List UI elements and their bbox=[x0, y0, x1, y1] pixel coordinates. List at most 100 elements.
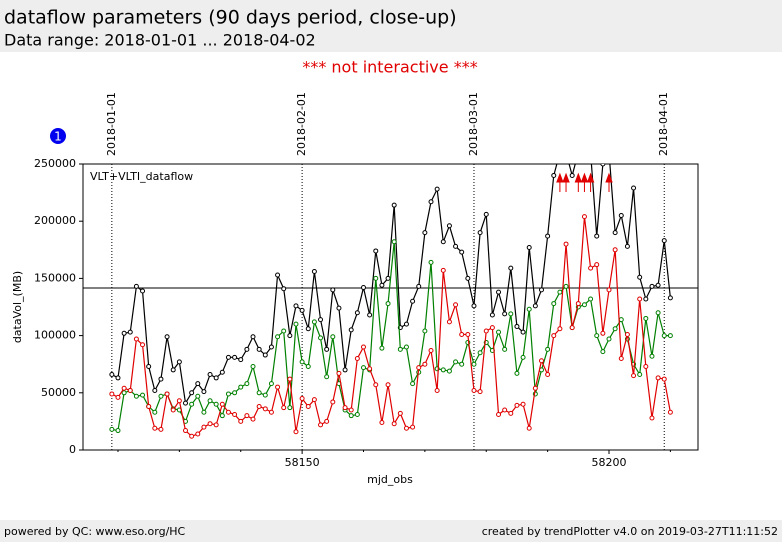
data-point bbox=[403, 321, 409, 327]
data-point bbox=[158, 393, 164, 399]
data-point bbox=[545, 346, 551, 352]
data-point bbox=[496, 412, 502, 418]
data-point bbox=[391, 421, 397, 427]
data-point bbox=[311, 269, 317, 275]
data-point bbox=[201, 389, 207, 395]
data-point bbox=[502, 407, 508, 413]
data-point bbox=[576, 151, 580, 155]
data-point bbox=[195, 393, 201, 399]
data-point bbox=[250, 334, 256, 340]
data-point bbox=[514, 370, 520, 376]
data-point bbox=[256, 404, 262, 410]
data-point bbox=[385, 275, 391, 281]
y-tick-label: 150000 bbox=[34, 271, 76, 284]
data-point bbox=[275, 334, 281, 340]
y-tick-label: 250000 bbox=[34, 157, 76, 170]
data-point bbox=[305, 326, 311, 332]
data-point bbox=[379, 420, 385, 426]
data-point bbox=[600, 164, 606, 167]
data-point bbox=[551, 333, 557, 339]
data-point bbox=[238, 357, 244, 363]
data-point bbox=[624, 243, 630, 249]
data-point bbox=[422, 328, 428, 334]
data-point bbox=[324, 374, 330, 380]
notice: *** not interactive *** bbox=[302, 58, 477, 77]
data-point bbox=[244, 413, 250, 419]
data-point bbox=[416, 283, 422, 289]
badge bbox=[50, 128, 66, 144]
footer-left: powered by QC: www.eso.org/HC bbox=[4, 525, 186, 538]
data-point bbox=[232, 390, 238, 396]
data-point bbox=[514, 323, 520, 329]
data-point bbox=[502, 346, 508, 352]
data-point bbox=[526, 245, 532, 251]
data-point bbox=[262, 406, 268, 412]
data-point bbox=[558, 151, 562, 155]
data-point bbox=[643, 363, 649, 369]
data-point bbox=[440, 367, 446, 373]
data-point bbox=[520, 354, 526, 360]
data-point bbox=[618, 212, 624, 218]
data-point bbox=[564, 151, 568, 155]
data-point bbox=[373, 382, 379, 388]
data-point bbox=[281, 405, 287, 411]
data-point bbox=[360, 365, 366, 371]
data-point bbox=[225, 391, 231, 397]
data-point bbox=[563, 241, 569, 247]
data-point bbox=[446, 223, 452, 229]
data-point bbox=[232, 412, 238, 418]
badge-label: 1 bbox=[54, 130, 62, 144]
data-point bbox=[348, 327, 354, 333]
data-point bbox=[348, 407, 354, 413]
data-point bbox=[538, 287, 544, 293]
data-point bbox=[121, 385, 127, 391]
data-point bbox=[489, 312, 495, 318]
data-point bbox=[275, 384, 281, 390]
data-point bbox=[324, 418, 330, 424]
date-label: 2018-01-01 bbox=[105, 92, 118, 156]
data-point bbox=[508, 311, 514, 317]
x-tick-label: 58150 bbox=[285, 456, 320, 469]
data-point bbox=[655, 375, 661, 381]
data-point bbox=[318, 317, 324, 323]
data-point bbox=[232, 354, 238, 360]
off-scale-arrow bbox=[605, 172, 613, 192]
data-point bbox=[348, 413, 354, 419]
plot-label: VLT+VLTI_dataflow bbox=[90, 170, 193, 183]
data-point bbox=[667, 409, 673, 415]
data-point bbox=[600, 330, 606, 336]
off-scale-arrow bbox=[562, 172, 570, 192]
data-point bbox=[201, 424, 207, 430]
off-scale-arrow bbox=[580, 172, 589, 192]
data-point bbox=[219, 369, 225, 375]
data-point bbox=[612, 247, 618, 253]
data-point bbox=[557, 326, 563, 332]
data-point bbox=[459, 331, 465, 337]
data-point bbox=[164, 391, 170, 397]
data-point bbox=[170, 367, 176, 373]
data-point bbox=[121, 330, 127, 336]
off-scale-arrow bbox=[556, 172, 564, 192]
data-point bbox=[618, 355, 624, 361]
data-point bbox=[397, 346, 403, 352]
data-point bbox=[170, 407, 176, 413]
data-point bbox=[268, 344, 274, 350]
data-point bbox=[631, 185, 637, 191]
data-point bbox=[318, 335, 324, 341]
data-point bbox=[195, 431, 201, 437]
data-point bbox=[360, 344, 366, 350]
data-point bbox=[311, 397, 317, 403]
data-point bbox=[589, 151, 593, 155]
data-point bbox=[440, 239, 446, 245]
data-point bbox=[281, 286, 287, 292]
date-label: 2018-02-01 bbox=[295, 92, 308, 156]
date-label: 2018-03-01 bbox=[467, 92, 480, 156]
data-point bbox=[471, 303, 477, 309]
data-point bbox=[453, 243, 459, 249]
data-point bbox=[416, 365, 422, 371]
data-point bbox=[293, 429, 299, 435]
data-point bbox=[256, 346, 262, 352]
data-point bbox=[109, 426, 115, 432]
date-label: 2018-04-01 bbox=[657, 92, 670, 156]
